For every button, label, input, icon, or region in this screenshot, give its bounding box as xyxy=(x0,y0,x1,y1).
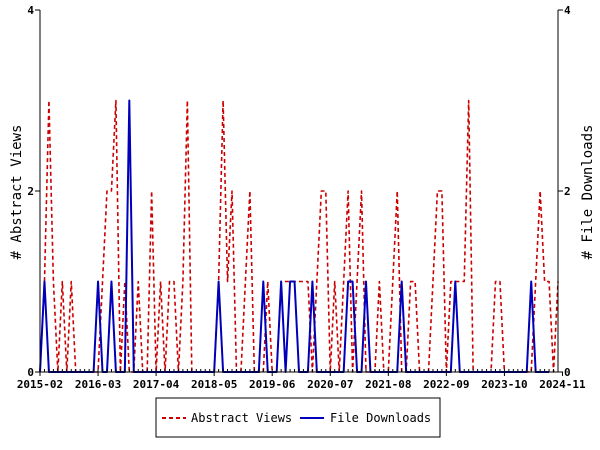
y-right-tick-label: 0 xyxy=(564,366,571,379)
x-tick-label: 2020-07 xyxy=(307,378,353,391)
x-tick-label: 2023-10 xyxy=(481,378,527,391)
y-left-tick-label: 0 xyxy=(27,366,34,379)
x-tick-label: 2018-05 xyxy=(191,378,237,391)
y-left-axis-title: # Abstract Views xyxy=(9,125,25,260)
y-left-tick-label: 4 xyxy=(27,4,34,17)
x-tick-label: 2019-06 xyxy=(249,378,296,391)
legend-views-label: Abstract Views xyxy=(191,411,292,425)
y-left-tick-label: 2 xyxy=(27,185,34,198)
legend: Abstract Views File Downloads xyxy=(155,397,441,438)
tick-labels: 0 0 2 2 4 4 2015-02 2016-03 2017-04 2018-05 2019-0… xyxy=(17,4,586,391)
x-tick-label: 2024-11 xyxy=(539,378,586,391)
legend-box xyxy=(155,397,441,438)
x-tick-label: 2016-03 xyxy=(75,378,121,391)
y-right-axis-title: # File Downloads xyxy=(580,125,596,260)
x-tick-label: 2015-02 xyxy=(17,378,63,391)
x-tick-label: 2017-04 xyxy=(133,378,180,391)
legend-downloads-label: File Downloads xyxy=(330,411,431,425)
x-tick-label: 2022-09 xyxy=(423,378,469,391)
y-right-tick-label: 4 xyxy=(564,4,571,17)
y-right-tick-label: 2 xyxy=(564,185,571,198)
axes xyxy=(35,9,563,376)
x-tick-label: 2021-08 xyxy=(365,378,411,391)
